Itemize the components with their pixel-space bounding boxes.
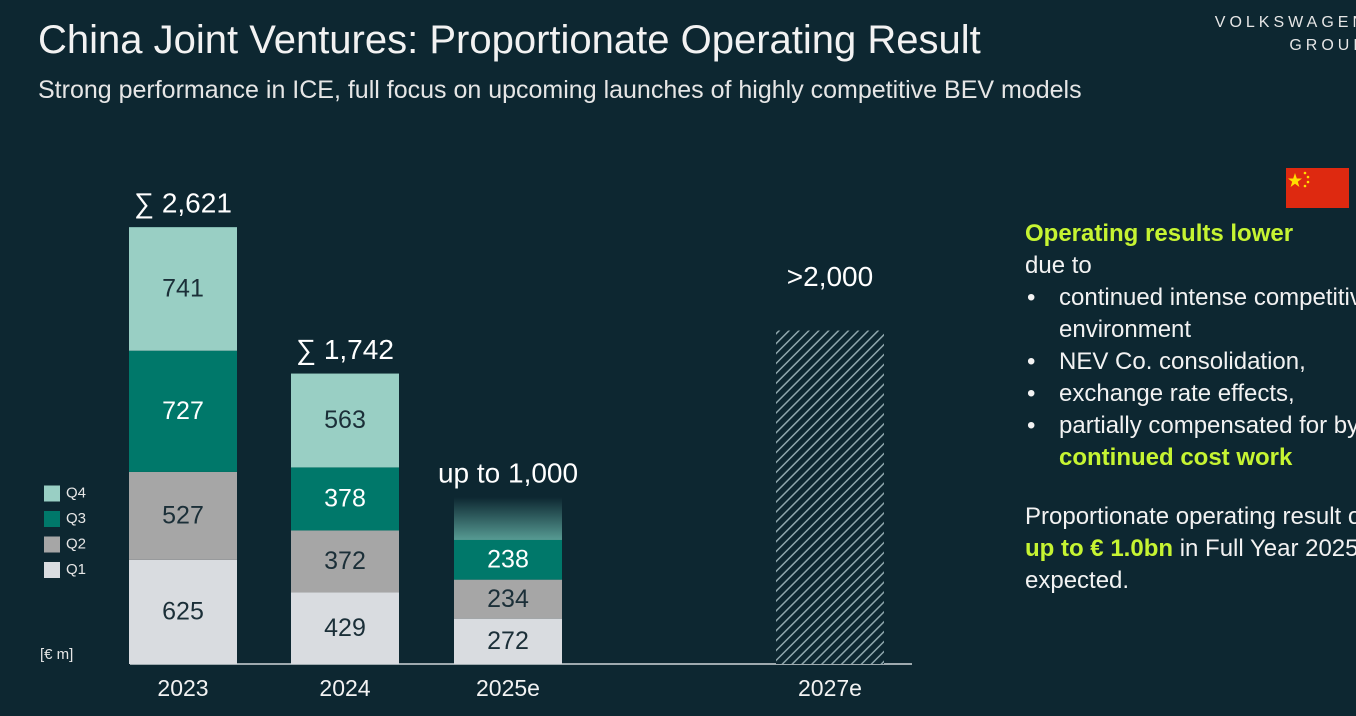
legend-swatch <box>44 536 60 553</box>
bullet-text: partially compensated for by <box>1059 412 1356 439</box>
segment-label: 234 <box>487 585 529 613</box>
segment-label: 741 <box>162 275 204 303</box>
x-tick-label: 2027e <box>798 675 862 701</box>
bar-segment <box>291 530 399 593</box>
bar-segment <box>129 350 237 472</box>
segment-label: 527 <box>162 501 204 529</box>
total-label: ∑ 2,621 <box>134 187 232 218</box>
bar-segment <box>291 373 399 468</box>
legend-swatch <box>44 562 60 578</box>
segment-label: 372 <box>324 547 366 575</box>
bar-segment <box>129 471 237 560</box>
conclusion-text: Proportionate operating result of <box>1025 503 1356 530</box>
flag <box>1286 168 1349 208</box>
highlight: up to € 1.0bn <box>1025 535 1174 562</box>
bar-segment <box>291 592 399 664</box>
estimate-bar <box>776 330 884 664</box>
chart: [€ m] 625 527 727 741 ∑ 2,621 2023 429 372 378 56… <box>40 187 912 701</box>
segment-label: 625 <box>162 598 204 626</box>
bar-segment <box>291 467 399 531</box>
segment-label: 429 <box>324 614 366 642</box>
segment-label: 238 <box>487 545 529 573</box>
conclusion: Proportionate operating result of up to … <box>1025 501 1356 597</box>
bar-segment <box>454 579 562 619</box>
legend-label: Q1 <box>66 561 86 578</box>
bar-segment <box>129 227 237 351</box>
total-label: >2,000 <box>787 261 873 292</box>
legend-swatch <box>44 485 60 502</box>
bar-segment <box>454 539 562 580</box>
total-label: up to 1,000 <box>438 458 578 489</box>
legend-label: Q2 <box>66 535 86 552</box>
segment-label: 378 <box>324 485 366 513</box>
segment-label: 563 <box>324 406 366 434</box>
bullet: partially compensated for by continued c… <box>1027 410 1356 474</box>
legend-label: Q3 <box>66 510 86 527</box>
bar-segment <box>129 559 237 664</box>
x-tick-label: 2025e <box>476 675 540 701</box>
segment-label: 727 <box>162 397 204 425</box>
legend-swatch <box>44 511 60 527</box>
logo-text: VOLKSWAGEN <box>1214 14 1356 31</box>
logo-text: GROUP <box>1289 37 1356 54</box>
title: China Joint Ventures: Proportionate Oper… <box>38 18 981 62</box>
x-tick-label: 2024 <box>319 675 370 701</box>
conclusion-text: in Full Year 2025 expected. <box>1025 535 1356 594</box>
commentary: Operating results lower due to continued… <box>1025 218 1356 597</box>
x-tick-label: 2023 <box>157 675 208 701</box>
bullet-list: continued intense competitive environmen… <box>1025 282 1356 474</box>
estimate-segment <box>454 497 562 540</box>
unit-label: [€ m] <box>40 646 73 663</box>
legend-label: Q4 <box>66 484 86 501</box>
subtitle: Strong performance in ICE, full focus on… <box>38 76 1082 104</box>
segment-label: 272 <box>487 627 529 655</box>
highlight: continued cost work <box>1059 444 1293 471</box>
bar-segment <box>454 618 562 664</box>
bullet: continued intense competitive environmen… <box>1027 282 1356 346</box>
lead: due to <box>1025 252 1092 279</box>
bullet: exchange rate effects, <box>1027 378 1356 410</box>
heading: Operating results lower <box>1025 220 1294 247</box>
bullet: NEV Co. consolidation, <box>1027 346 1356 378</box>
total-label: ∑ 1,742 <box>296 334 394 365</box>
